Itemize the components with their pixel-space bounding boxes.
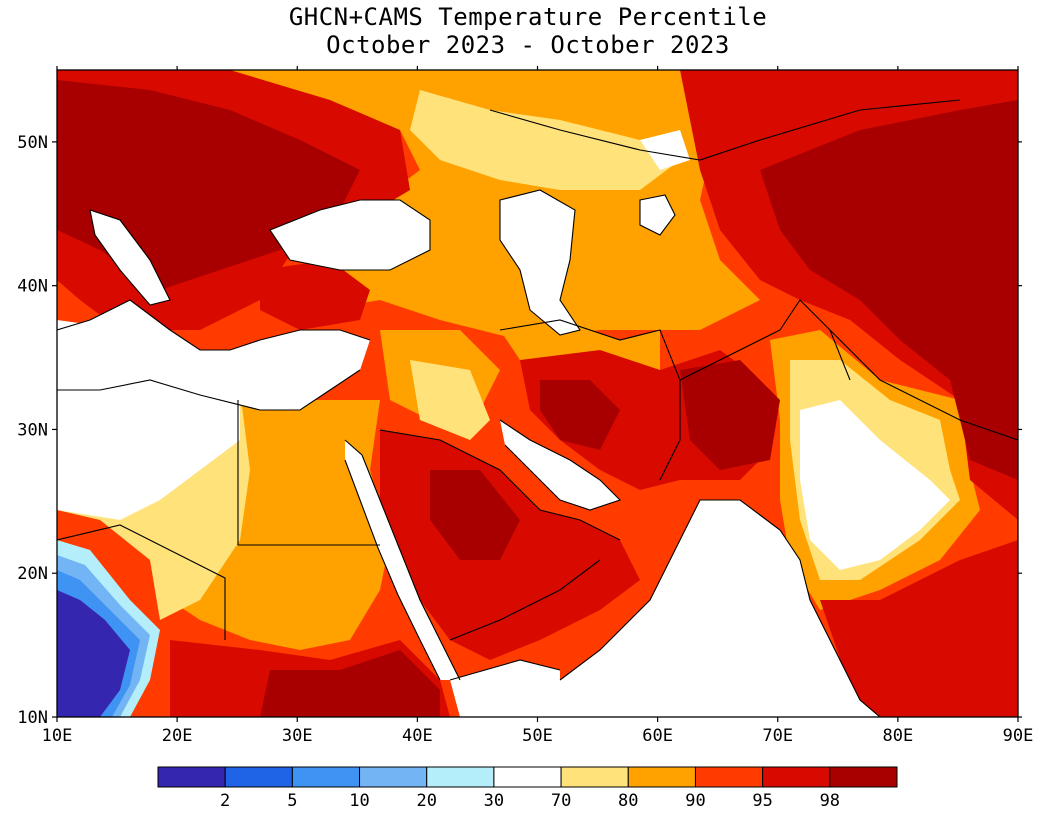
legend-swatch (627, 766, 696, 788)
red-sea (345, 440, 460, 680)
border-iran (499, 319, 681, 481)
legend-swatch (762, 766, 831, 788)
map-title-line2: October 2023 - October 2023 (326, 31, 730, 59)
color-legend: 2 5 10 20 30 70 80 90 95 98 (157, 766, 898, 811)
legend-swatch (359, 766, 428, 788)
lon-tick-label: 60E (642, 726, 673, 746)
lon-tick-label: 20E (162, 726, 193, 746)
lon-tick-label: 70E (762, 726, 793, 746)
field-95-98-turkey (260, 260, 370, 330)
field-98plus-iran (540, 380, 620, 450)
field-98plus-central-asia (760, 100, 1018, 480)
coastlines (57, 99, 1018, 717)
lon-tick-label: 50E (522, 726, 553, 746)
lat-tick-label: 10N (17, 708, 48, 728)
coast-mediterranean-north (57, 299, 371, 351)
black-sea (270, 200, 430, 270)
lon-tick-label: 10E (42, 726, 73, 746)
legend-label: 98 (820, 791, 840, 811)
legend-swatch (493, 766, 562, 788)
aral-sea (640, 195, 675, 235)
map-axes: 10E 20E 30E 40E 50E 60E 70E 80E 90E 10N 20N 30N 40N 5… (17, 66, 1033, 746)
lat-tick-label: 40N (17, 277, 48, 297)
border-pakistan (679, 299, 851, 381)
legend-label: 20 (416, 791, 436, 811)
lon-tick-label: 80E (883, 726, 914, 746)
border-himalaya (829, 329, 1018, 441)
lat-tick-label: 20N (17, 564, 48, 584)
coast-gulf-of-aden (449, 659, 561, 681)
legend-swatch (829, 766, 898, 788)
map-title-line1: GHCN+CAMS Temperature Percentile (288, 3, 768, 31)
legend-swatch (291, 766, 361, 788)
legend-swatch (426, 766, 495, 788)
border-sahara (57, 524, 226, 640)
arabian-sea (560, 500, 880, 717)
coast-caspian (499, 189, 581, 336)
lon-tick-label: 90E (1003, 726, 1034, 746)
coast-red-sea (344, 439, 461, 681)
legend-label: 95 (752, 791, 772, 811)
legend-label: 80 (618, 791, 638, 811)
coast-italy (89, 209, 171, 306)
field-70-80-caspian-north (410, 90, 680, 190)
field-98plus-pakistan (680, 360, 780, 470)
coast-black-sea (269, 199, 431, 271)
coast-aral (639, 194, 676, 236)
field-98plus-arabia (430, 470, 520, 560)
adriatic-sea (90, 210, 170, 305)
persian-gulf (500, 420, 620, 510)
legend-label: 90 (685, 791, 705, 811)
legend-swatch (224, 766, 293, 788)
field-70-80-levant (410, 360, 490, 440)
legend-swatch (560, 766, 629, 788)
legend-label: 30 (484, 791, 504, 811)
legend-swatch (157, 766, 226, 788)
lon-tick-label: 40E (402, 726, 433, 746)
border-kazakhstan (489, 99, 961, 161)
field-98plus-east-africa (260, 650, 440, 717)
field-below-5-west-africa (57, 590, 130, 717)
border-arabia (379, 429, 621, 641)
percentile-field (57, 70, 1018, 717)
legend-label: 2 (220, 791, 230, 811)
coast-arabian-sea (559, 499, 881, 717)
lat-tick-label: 30N (17, 420, 48, 440)
lon-tick-label: 30E (282, 726, 313, 746)
legend-swatch (694, 766, 764, 788)
legend-label: 70 (551, 791, 571, 811)
coast-north-africa (57, 369, 361, 411)
legend-label: 5 (287, 791, 297, 811)
field-95-98-south-india (820, 540, 1018, 717)
legend-label: 10 (349, 791, 369, 811)
gulf-of-aden (450, 660, 560, 717)
field-80-90-persia (500, 320, 660, 380)
coast-persian-gulf (499, 419, 622, 511)
lat-tick-label: 50N (17, 133, 48, 153)
field-30-70-india (800, 400, 950, 570)
field-30-70-ukraine-spot (640, 130, 690, 170)
border-egypt-west (237, 400, 380, 546)
